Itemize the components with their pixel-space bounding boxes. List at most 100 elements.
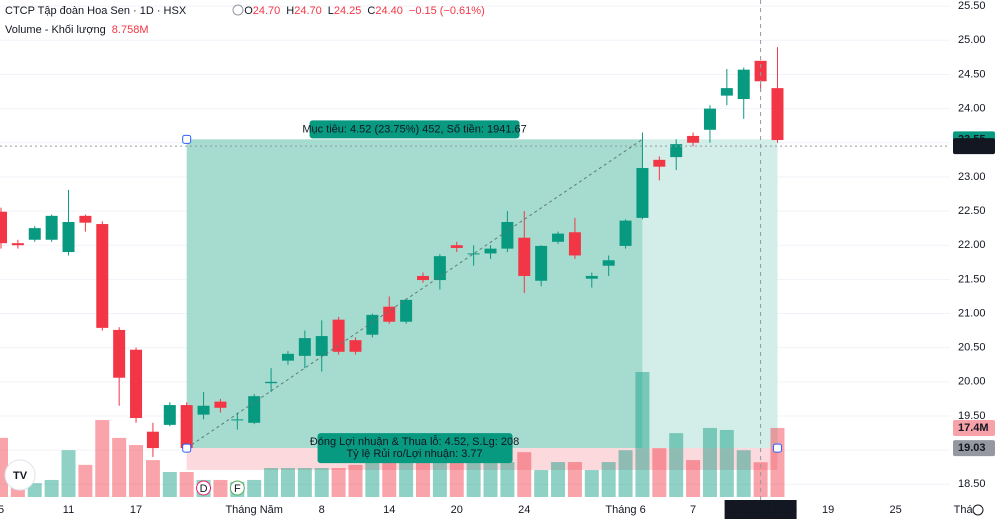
candle-body bbox=[737, 69, 750, 100]
y-tick-label: 25.00 bbox=[958, 34, 986, 46]
ohlc-value: 24.25 bbox=[334, 5, 362, 17]
x-tick-label: 20 bbox=[451, 504, 463, 516]
candle-body bbox=[248, 396, 261, 423]
candle-body bbox=[315, 336, 328, 356]
event-marker bbox=[229, 480, 245, 496]
volume-bar bbox=[112, 437, 127, 497]
volume-bar bbox=[365, 460, 380, 497]
volume-bar bbox=[686, 460, 701, 497]
y-tick-label: 19.50 bbox=[958, 410, 986, 422]
event-marker-label: F bbox=[234, 483, 241, 495]
volume-bar bbox=[483, 462, 498, 497]
volume-bar bbox=[753, 462, 768, 497]
candle-body bbox=[197, 405, 210, 415]
position-handle bbox=[182, 443, 192, 453]
volume-bar bbox=[618, 450, 633, 497]
volume-bar bbox=[500, 462, 515, 497]
candle-body bbox=[45, 215, 58, 240]
price-tag-label: 19.03 bbox=[958, 442, 986, 454]
volume-bar bbox=[399, 462, 414, 497]
x-tick-label: 14 bbox=[383, 504, 395, 516]
candle-body bbox=[703, 108, 716, 130]
y-tick-label: 21.50 bbox=[958, 273, 986, 285]
volume-bar bbox=[382, 452, 397, 497]
position-label: Tỷ lệ Rủi ro/Lợi nhuận: 3.77 bbox=[346, 448, 482, 460]
volume-value: 8.758M bbox=[112, 24, 149, 36]
candle-body bbox=[383, 306, 396, 322]
settings-icon bbox=[972, 504, 984, 516]
ohlc-key: H bbox=[286, 5, 294, 17]
position-handle bbox=[772, 443, 782, 453]
volume-bar bbox=[652, 448, 667, 497]
position-profit-open bbox=[642, 139, 778, 449]
price-tag-label: 23.45 bbox=[958, 140, 986, 152]
candle-body bbox=[349, 340, 362, 352]
candle-body bbox=[163, 405, 176, 425]
volume-bar bbox=[584, 470, 599, 497]
event-marker-label: D bbox=[200, 483, 208, 495]
volume-bar bbox=[0, 437, 8, 497]
candle-body bbox=[450, 245, 463, 248]
candle-body bbox=[332, 319, 345, 352]
volume-tag-label: 17.4M bbox=[958, 422, 989, 434]
volume-bar bbox=[78, 464, 93, 497]
volume-bar bbox=[601, 462, 616, 497]
volume-bar bbox=[264, 468, 279, 497]
volume-bar bbox=[331, 468, 346, 497]
x-tick-label: Thá bbox=[954, 504, 974, 516]
volume-bar bbox=[567, 462, 582, 497]
x-tick-label: Tháng Năm bbox=[225, 504, 282, 516]
candle-body bbox=[417, 275, 429, 281]
candle-body bbox=[636, 168, 649, 218]
volume-bar bbox=[314, 468, 329, 497]
volume-bar bbox=[95, 420, 110, 497]
crosshair-date-box bbox=[724, 500, 797, 519]
candle-body bbox=[214, 401, 227, 408]
position-label: Đóng Lợi nhuận & Thua lỗ: 4.52, S.Lg: 20… bbox=[310, 435, 519, 448]
position-label-box bbox=[317, 433, 513, 464]
candle-body bbox=[400, 299, 413, 322]
candle-body bbox=[265, 381, 278, 384]
candle-body bbox=[79, 215, 92, 223]
candle-body bbox=[754, 60, 767, 82]
y-tick-label: 21.00 bbox=[958, 307, 986, 319]
price-tag bbox=[953, 138, 995, 155]
volume-bar bbox=[770, 427, 785, 497]
candle-body bbox=[433, 256, 446, 281]
tv-logo bbox=[4, 459, 36, 491]
volume-bar bbox=[551, 462, 566, 497]
volume-bar bbox=[61, 450, 76, 497]
position-label-box bbox=[309, 120, 520, 139]
candle-body bbox=[113, 329, 126, 378]
volume-bar bbox=[517, 452, 532, 497]
candle-body bbox=[535, 245, 548, 281]
candle-body bbox=[0, 211, 7, 244]
x-tick-label: 25 bbox=[890, 504, 902, 516]
y-tick-label: 24.50 bbox=[958, 68, 986, 80]
plot-area: Mục tiêu: 4.52 (23.75%) 452, Số tiền: 19… bbox=[0, 0, 950, 500]
volume-bar bbox=[449, 462, 464, 497]
position-handle bbox=[182, 134, 192, 144]
candle-body bbox=[568, 232, 581, 256]
volume-bar bbox=[736, 450, 751, 497]
x-tick-label: 11 bbox=[63, 504, 74, 516]
volume-line: Volume - Khối lượng 8.758M bbox=[5, 24, 149, 36]
time-axis-bg bbox=[0, 500, 950, 523]
volume-bar bbox=[669, 433, 684, 497]
x-tick-label: Tháng 6 bbox=[605, 504, 645, 516]
candle-body bbox=[484, 248, 497, 254]
volume-bar bbox=[534, 470, 549, 497]
x-tick-label: 19 bbox=[822, 504, 834, 516]
volume-bar bbox=[635, 372, 650, 497]
volume-bar bbox=[213, 479, 228, 497]
ohlc-value: 24.40 bbox=[375, 5, 403, 17]
candle-body bbox=[518, 237, 531, 276]
y-tick-label: 24.00 bbox=[958, 103, 986, 115]
candle-body bbox=[366, 314, 379, 335]
candle-body bbox=[130, 349, 143, 419]
candle-body bbox=[552, 233, 565, 242]
candle-body bbox=[281, 353, 294, 361]
volume-bar bbox=[702, 427, 717, 497]
volume-bar bbox=[179, 472, 194, 497]
x-tick-label: 5 bbox=[0, 504, 4, 516]
